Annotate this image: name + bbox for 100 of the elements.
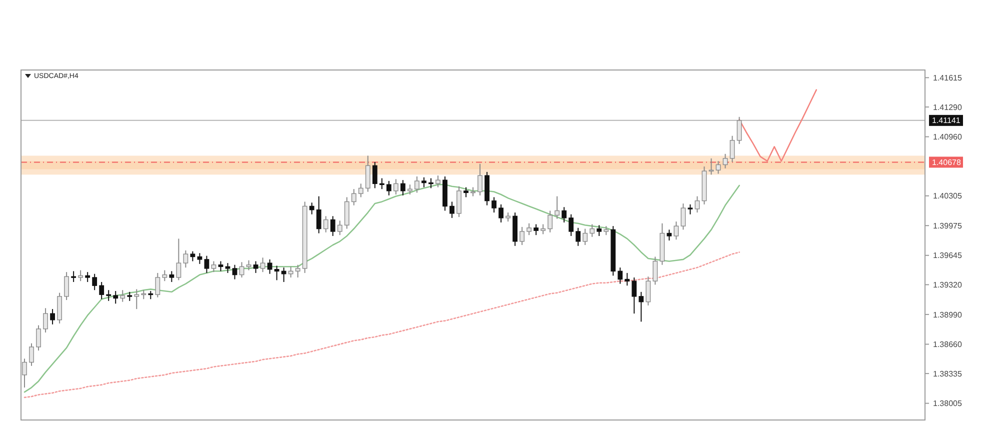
candlestick bbox=[436, 175, 440, 188]
candlestick bbox=[183, 250, 188, 268]
candlestick bbox=[666, 229, 672, 241]
candlestick bbox=[386, 180, 392, 196]
candlestick bbox=[211, 260, 216, 273]
candlestick bbox=[337, 220, 342, 236]
candlestick bbox=[548, 210, 553, 233]
candlestick bbox=[288, 266, 294, 278]
candlestick bbox=[568, 214, 574, 236]
candlestick bbox=[421, 176, 426, 188]
candlestick bbox=[29, 342, 34, 366]
candlestick bbox=[78, 270, 84, 282]
candlestick bbox=[526, 222, 532, 236]
candlestick bbox=[716, 160, 721, 174]
candlestick bbox=[127, 291, 132, 302]
candlestick bbox=[134, 288, 140, 310]
candlestick bbox=[197, 252, 202, 264]
candlestick bbox=[562, 206, 567, 223]
candlestick bbox=[176, 238, 182, 281]
candlestick bbox=[43, 308, 48, 333]
candlestick bbox=[618, 267, 623, 284]
candlestick bbox=[225, 262, 230, 274]
candlestick bbox=[323, 216, 328, 233]
candlestick bbox=[106, 290, 112, 302]
candlestick bbox=[540, 224, 546, 235]
y-tick-label: 1.39975 bbox=[933, 221, 962, 230]
y-tick-label: 1.38990 bbox=[933, 310, 962, 320]
line-series bbox=[24, 252, 740, 398]
candlestick bbox=[520, 226, 525, 246]
candlestick bbox=[414, 176, 420, 194]
candlestick bbox=[204, 255, 210, 274]
candlestick bbox=[260, 257, 266, 273]
candlestick bbox=[393, 178, 398, 195]
candlestick bbox=[632, 276, 637, 314]
candlestick bbox=[722, 153, 728, 169]
candlestick bbox=[155, 272, 160, 298]
candlestick bbox=[141, 290, 146, 300]
candlestick bbox=[253, 260, 258, 274]
candlestick bbox=[428, 178, 434, 189]
candlestick bbox=[36, 324, 41, 352]
candlestick bbox=[688, 204, 693, 215]
candlestick bbox=[169, 270, 174, 282]
candlestick bbox=[365, 155, 370, 192]
candlestick bbox=[330, 216, 336, 236]
candlestick bbox=[316, 196, 322, 234]
candlestick bbox=[450, 201, 454, 218]
y-tick-label: 1.38005 bbox=[933, 399, 962, 408]
candlestick bbox=[295, 264, 300, 278]
candlestick bbox=[274, 265, 280, 281]
candlestick bbox=[646, 276, 651, 306]
candlestick bbox=[379, 178, 384, 190]
candlestick bbox=[736, 116, 742, 144]
candlestick bbox=[470, 186, 476, 197]
y-tick-label: 1.40960 bbox=[933, 132, 962, 142]
candlestick bbox=[652, 256, 658, 286]
candlestick bbox=[506, 212, 510, 222]
candlestick bbox=[351, 188, 356, 206]
candlestick bbox=[344, 196, 350, 230]
candlestick bbox=[604, 226, 609, 236]
candlestick bbox=[64, 272, 70, 301]
candlestick bbox=[71, 270, 76, 282]
candlestick bbox=[638, 291, 644, 322]
candlestick bbox=[22, 358, 27, 388]
candlestick bbox=[267, 258, 272, 274]
ref-line-label: 1.40678 bbox=[932, 158, 962, 167]
candlestick bbox=[456, 186, 462, 218]
ref-line-label: 1.41141 bbox=[932, 116, 961, 126]
candlestick bbox=[492, 196, 496, 214]
candlestick bbox=[92, 273, 98, 291]
y-tick-label: 1.39320 bbox=[933, 280, 962, 290]
candlestick bbox=[478, 163, 482, 196]
candlestick bbox=[358, 183, 364, 198]
candlestick bbox=[674, 221, 679, 240]
candlestick bbox=[694, 196, 700, 214]
candlestick bbox=[218, 260, 224, 272]
candlestick bbox=[309, 202, 314, 215]
candlestick bbox=[464, 186, 468, 198]
y-tick-label: 1.41290 bbox=[933, 102, 962, 112]
candlestick bbox=[50, 308, 55, 325]
candlestick bbox=[99, 281, 104, 300]
y-tick-label: 1.39645 bbox=[933, 251, 962, 260]
candlestick bbox=[232, 264, 238, 280]
candlestick bbox=[590, 224, 595, 238]
candlestick bbox=[162, 270, 168, 282]
candlestick bbox=[576, 227, 581, 246]
y-tick-label: 1.38660 bbox=[933, 340, 962, 350]
candlestick bbox=[582, 228, 588, 246]
candlestick bbox=[554, 196, 560, 220]
candlestick bbox=[534, 224, 539, 236]
candlestick bbox=[624, 272, 630, 286]
candlestick bbox=[113, 290, 118, 304]
y-tick-label: 1.38335 bbox=[933, 369, 962, 378]
y-tick-label: 1.41615 bbox=[933, 73, 962, 82]
candlestick bbox=[730, 135, 735, 163]
candlestick bbox=[596, 224, 602, 236]
candlestick bbox=[57, 292, 62, 324]
candlestick bbox=[246, 260, 252, 271]
candlestick bbox=[400, 180, 406, 196]
candlestick bbox=[407, 184, 412, 195]
y-tick-label: 1.40305 bbox=[933, 192, 962, 201]
